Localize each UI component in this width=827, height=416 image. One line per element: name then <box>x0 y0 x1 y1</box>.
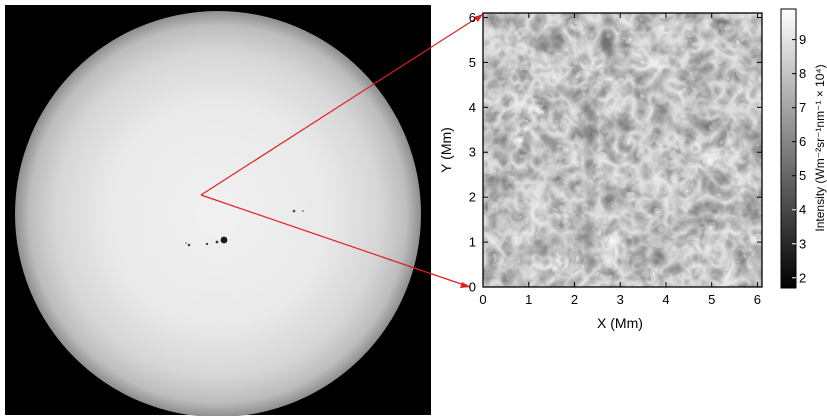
x-tick-label: 5 <box>708 292 715 307</box>
colorbar-gradient <box>780 8 797 289</box>
colorbar-ticks: 2 3 4 5 6 7 8 9 <box>792 32 806 285</box>
colorbar-tick-label: 3 <box>799 236 806 251</box>
y-tick-label: 6 <box>469 10 476 25</box>
y-axis-title: Y (Mm) <box>438 127 454 173</box>
sunspot-small <box>185 242 187 244</box>
zoom-arrowhead-upper <box>474 14 483 22</box>
colorbar-tick-label: 8 <box>799 66 806 81</box>
y-axis-ticks: 0 1 2 3 4 5 6 <box>469 10 762 295</box>
colorbar: 2 3 4 5 6 7 8 9 Intensity (Wm⁻²sr⁻¹nm⁻¹ × 10⁴) <box>780 8 827 289</box>
colorbar-tick-label: 9 <box>799 32 806 47</box>
y-tick-label: 1 <box>469 235 476 250</box>
zoom-arrowhead-lower <box>460 282 471 288</box>
colorbar-tick-label: 2 <box>799 270 806 285</box>
sunspot-small <box>215 240 219 244</box>
x-axis-title: X (Mm) <box>597 315 643 331</box>
full-disk-panel <box>5 5 431 416</box>
colorbar-tick-label: 5 <box>799 168 806 183</box>
solar-disk <box>15 11 421 416</box>
sunspot-small <box>292 209 296 213</box>
sunspot-large <box>220 236 228 244</box>
granulation-panel: 0 1 2 3 4 5 6 0 1 2 3 4 5 6 X (Mm) Y (Mm) <box>438 10 763 331</box>
x-tick-label: 1 <box>525 292 532 307</box>
y-tick-label: 5 <box>469 55 476 70</box>
colorbar-tick-label: 7 <box>799 100 806 115</box>
plot-frame <box>482 12 763 288</box>
colorbar-title: Intensity (Wm⁻²sr⁻¹nm⁻¹ × 10⁴) <box>813 64 827 231</box>
y-tick-label: 2 <box>469 190 476 205</box>
intergranular-lanes <box>483 13 762 287</box>
x-tick-label: 2 <box>571 292 578 307</box>
x-tick-label: 6 <box>754 292 761 307</box>
y-tick-label: 0 <box>469 280 476 295</box>
zoom-lines <box>200 13 484 288</box>
sunspot-small <box>205 242 209 246</box>
sunspot-small <box>187 243 191 247</box>
colorbar-tick-label: 6 <box>799 134 806 149</box>
sunspots <box>185 209 304 247</box>
x-tick-label: 3 <box>617 292 624 307</box>
y-tick-label: 4 <box>469 100 476 115</box>
colorbar-tick-label: 4 <box>799 202 806 217</box>
zoom-line-lower <box>200 194 471 288</box>
zoom-line-upper <box>200 13 484 196</box>
x-tick-label: 0 <box>479 292 486 307</box>
sunspot-small <box>302 210 304 212</box>
y-tick-label: 3 <box>469 145 476 160</box>
x-tick-label: 4 <box>662 292 669 307</box>
